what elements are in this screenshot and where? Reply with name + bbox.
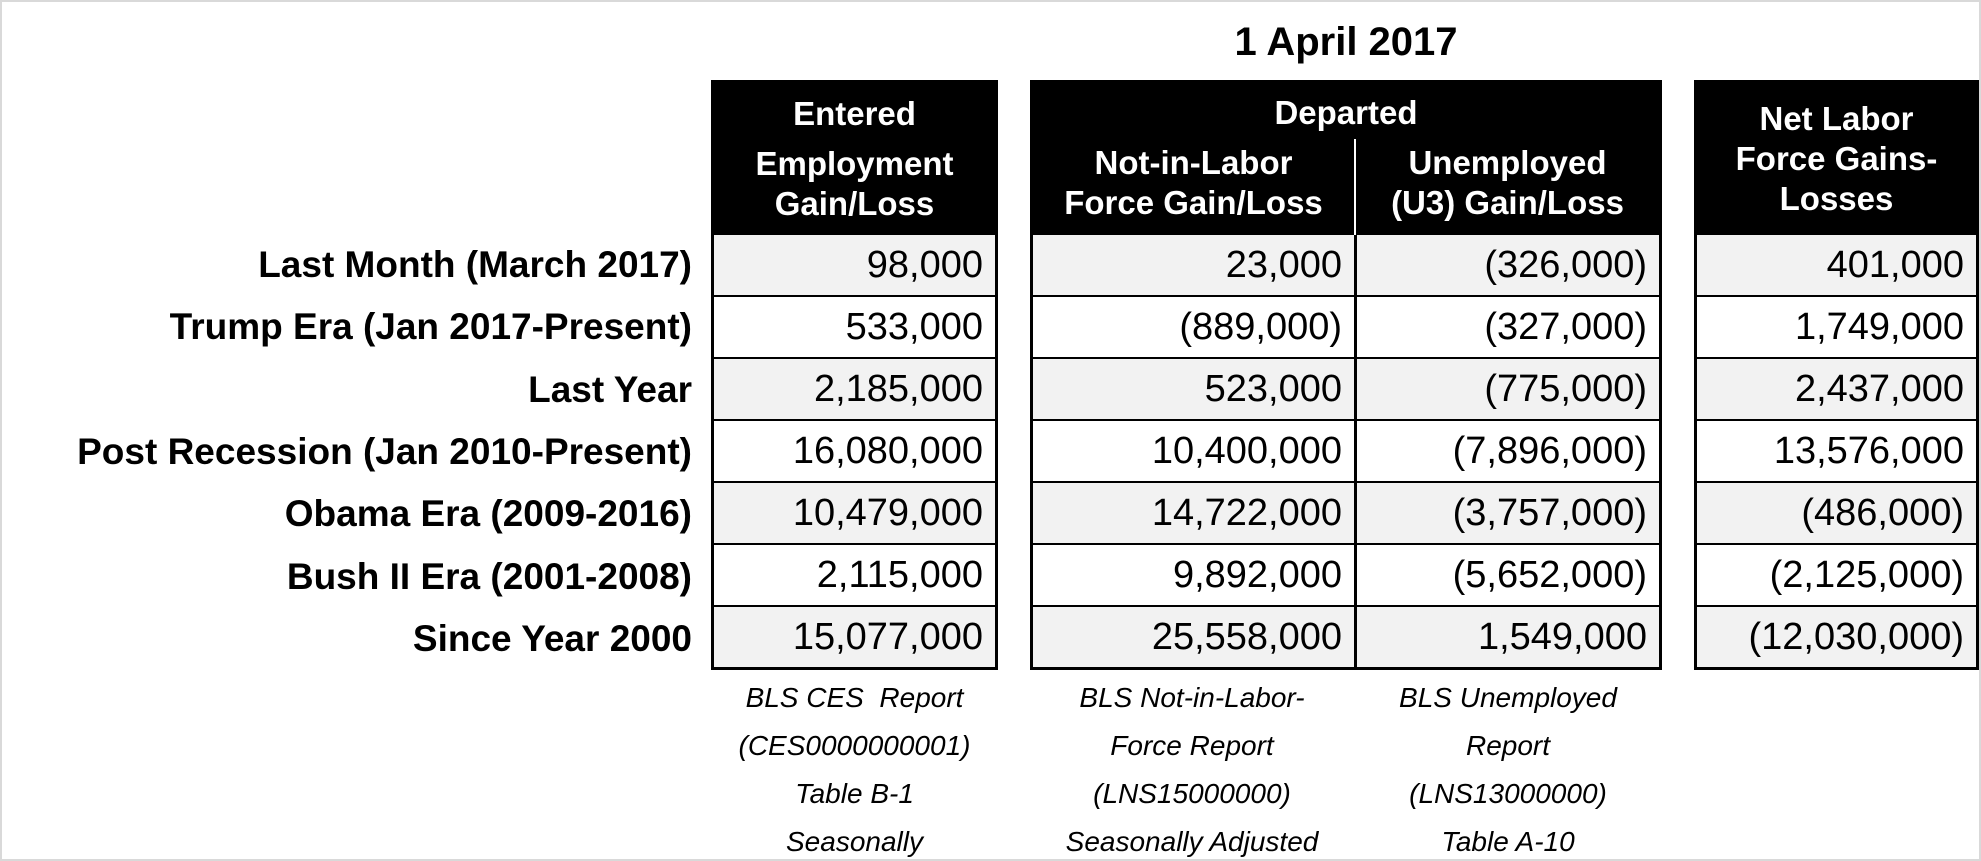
row-label: Bush II Era (2001-2008)	[286, 555, 692, 597]
net-column-data: 401,000 1,749,000 2,437,000 13,576,000 (…	[1697, 235, 1976, 667]
row-label: Obama Era (2009-2016)	[284, 493, 692, 535]
cell-net: (486,000)	[1697, 481, 1976, 543]
footnote-unemployed-source: BLS Unemployed Report (LNS13000000) Tabl…	[1354, 674, 1662, 859]
net-column-header: Net Labor Force Gains-Losses	[1697, 83, 1976, 235]
cell-net: 2,437,000	[1697, 357, 1976, 419]
cell-unemployed: (326,000)	[1354, 235, 1659, 295]
cell-unemployed: (7,896,000)	[1354, 421, 1659, 481]
footnote-line: (LNS13000000)	[1409, 778, 1607, 809]
cell-employment: 2,185,000	[714, 357, 995, 419]
footnote-line: Report	[1465, 730, 1551, 761]
table-row: 523,000 (775,000)	[1033, 357, 1659, 419]
footnote-line: BLS Unemployed	[1399, 682, 1617, 713]
row-label: Since Year 2000	[412, 617, 692, 659]
net-column-block: Net Labor Force Gains-Losses 401,000 1,7…	[1694, 80, 1979, 670]
table-row: 25,558,000 1,549,000	[1033, 605, 1659, 667]
net-header-label: Net Labor Force Gains-Losses	[1735, 100, 1938, 217]
table-row: 9,892,000 (5,652,000)	[1033, 543, 1659, 605]
not-in-labor-force-header-label: Not-in-Labor Force Gain/Loss	[1064, 144, 1323, 221]
row-label: Post Recession (Jan 2010-Present)	[77, 430, 692, 472]
cell-not-in-labor-force: 14,722,000	[1151, 491, 1342, 534]
cell-not-in-labor-force: 10,400,000	[1151, 429, 1342, 472]
cell-employment: 16,080,000	[714, 419, 995, 481]
cell-not-in-labor-force: 9,892,000	[1172, 553, 1342, 596]
row-label-column: Last Month (March 2017) Trump Era (Jan 2…	[2, 234, 702, 670]
cell-net: 1,749,000	[1697, 295, 1976, 357]
footnote-line: (CES0000000001)	[738, 730, 971, 761]
footnote-not-in-labor-force-source: BLS Not-in-Labor- Force Report (LNS15000…	[1030, 674, 1354, 859]
footnote-line: Seasonally	[786, 826, 923, 857]
footnote-line: BLS Not-in-Labor-	[1079, 682, 1305, 713]
cell-not-in-labor-force: (889,000)	[1179, 305, 1342, 348]
footnote-line: (LNS15000000)	[1093, 778, 1291, 809]
footnote-line: Table A-10	[1441, 826, 1575, 857]
cell-unemployed: 1,549,000	[1354, 607, 1659, 667]
entered-column-header: Entered Employment Gain/Loss	[714, 83, 995, 235]
footnote-line: BLS CES Report	[745, 682, 964, 713]
table-row: 10,400,000 (7,896,000)	[1033, 419, 1659, 481]
departed-subheaders: Not-in-Labor Force Gain/Loss Unemployed …	[1033, 139, 1659, 235]
departed-column-header: Departed Not-in-Labor Force Gain/Loss Un…	[1033, 83, 1659, 235]
cell-not-in-labor-force: 23,000	[1225, 243, 1342, 286]
cell-employment: 533,000	[714, 295, 995, 357]
cell-not-in-labor-force: 523,000	[1204, 367, 1342, 410]
cell-unemployed: (3,757,000)	[1354, 483, 1659, 543]
row-label: Last Month (March 2017)	[258, 244, 692, 286]
footnote-line: Seasonally Adjusted	[1065, 826, 1319, 857]
table-row: (889,000) (327,000)	[1033, 295, 1659, 357]
cell-net: 13,576,000	[1697, 419, 1976, 481]
entered-group-label: Entered	[793, 94, 916, 132]
cell-net: (12,030,000)	[1697, 605, 1976, 667]
cell-employment: 98,000	[714, 235, 995, 295]
table-row: 23,000 (326,000)	[1033, 235, 1659, 295]
not-in-labor-force-header: Not-in-Labor Force Gain/Loss	[1033, 139, 1354, 235]
entered-sub-label: Employment Gain/Loss	[755, 145, 954, 223]
cell-employment: 15,077,000	[714, 605, 995, 667]
row-label: Last Year	[528, 368, 692, 410]
unemployed-header-label: Unemployed (U3) Gain/Loss	[1391, 144, 1624, 221]
entered-column-data: 98,000 533,000 2,185,000 16,080,000 10,4…	[714, 235, 995, 667]
departed-column-data: 23,000 (326,000) (889,000) (327,000) 523…	[1033, 235, 1659, 667]
cell-unemployed: (775,000)	[1354, 359, 1659, 419]
unemployed-header: Unemployed (U3) Gain/Loss	[1354, 139, 1659, 235]
cell-not-in-labor-force: 25,558,000	[1151, 615, 1342, 658]
departed-column-block: Departed Not-in-Labor Force Gain/Loss Un…	[1030, 80, 1662, 670]
entered-column-block: Entered Employment Gain/Loss 98,000 533,…	[711, 80, 998, 670]
footnote-employment-source: BLS CES Report (CES0000000001) Table B-1…	[711, 674, 998, 859]
cell-unemployed: (5,652,000)	[1354, 545, 1659, 605]
page-title: 1 April 2017	[1234, 20, 1458, 64]
cell-employment: 10,479,000	[714, 481, 995, 543]
cell-net: (2,125,000)	[1697, 543, 1976, 605]
cell-unemployed: (327,000)	[1354, 297, 1659, 357]
row-label: Trump Era (Jan 2017-Present)	[169, 306, 692, 348]
cell-employment: 2,115,000	[714, 543, 995, 605]
footnote-line: Force Report	[1110, 730, 1274, 761]
footnote-line: Table B-1	[795, 778, 914, 809]
table-row: 14,722,000 (3,757,000)	[1033, 481, 1659, 543]
departed-group-label: Departed	[1274, 94, 1418, 131]
cell-net: 401,000	[1697, 235, 1976, 295]
